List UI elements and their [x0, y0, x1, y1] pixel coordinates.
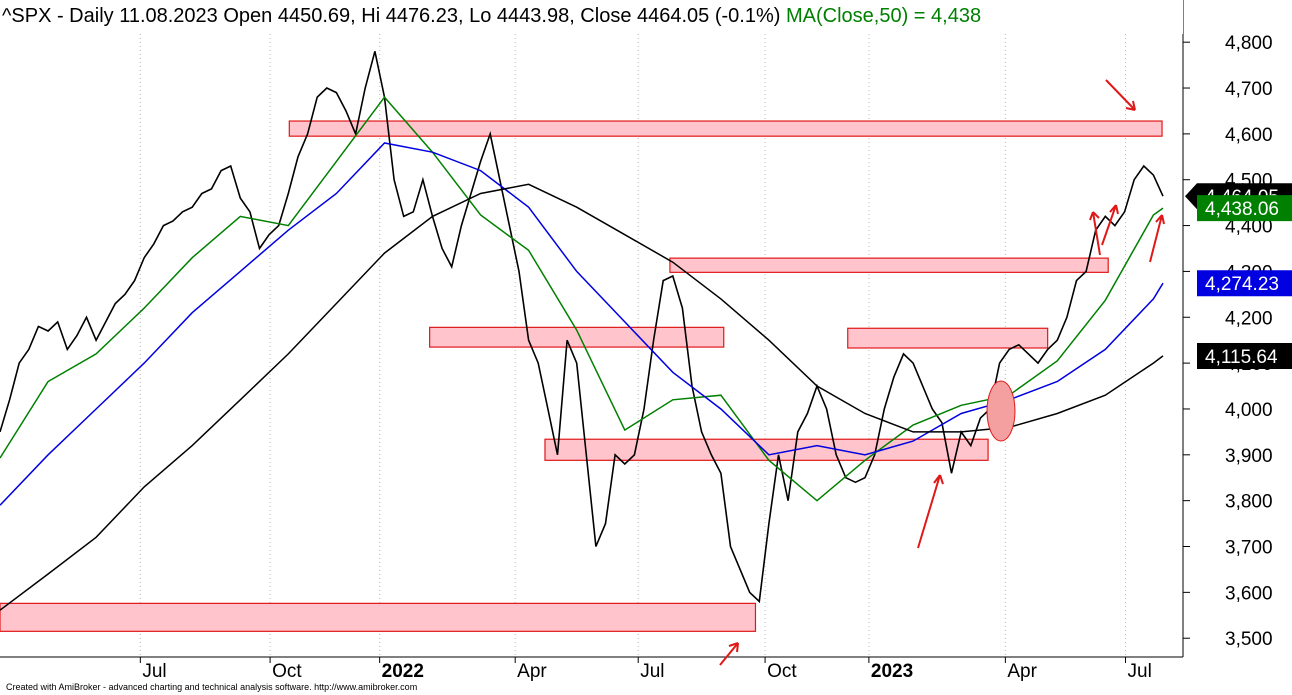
zone	[847, 327, 1049, 349]
value-tag-label: 4,115.64	[1205, 347, 1278, 368]
x-tick-label: Jul	[142, 661, 166, 682]
highlight-ellipse	[986, 380, 1016, 442]
arrow	[719, 642, 739, 666]
y-tick-label: 4,600	[1225, 125, 1273, 146]
y-tick-label: 3,500	[1225, 629, 1273, 650]
zone	[429, 326, 725, 348]
zone	[669, 257, 1109, 273]
y-tick-label: 4,400	[1225, 217, 1273, 238]
chart-title: ^SPX - Daily 11.08.2023 Open 4450.69, Hi…	[2, 5, 981, 27]
y-tick-label: 4,700	[1225, 79, 1273, 100]
y-tick-label: 3,600	[1225, 583, 1273, 604]
annotations	[719, 79, 1165, 666]
x-tick-label: Apr	[517, 661, 547, 682]
x-tick-label: 2022	[382, 661, 424, 682]
arrow	[1089, 211, 1101, 256]
arrow	[1149, 214, 1165, 263]
x-tick-label: Oct	[767, 661, 797, 682]
x-tick-label: Oct	[272, 661, 302, 682]
value-tag-label: 4,274.23	[1205, 274, 1279, 295]
x-tick-label: Jul	[1128, 661, 1152, 682]
footer: Created with AmiBroker - advanced charti…	[6, 682, 417, 692]
y-tick-label: 3,700	[1225, 538, 1273, 559]
price-line	[0, 51, 1164, 604]
y-tick-label: 4,800	[1225, 33, 1273, 54]
zone	[288, 120, 1163, 137]
y-tick-label: 3,900	[1225, 446, 1273, 467]
title-ma: MA(Close,50) = 4,438	[786, 5, 981, 27]
x-tick-label: Apr	[1007, 661, 1037, 682]
x-tick-label: 2023	[871, 661, 913, 682]
value-tag	[1197, 342, 1292, 369]
title-band	[0, 0, 1183, 34]
x-tick-label: Jul	[640, 661, 664, 682]
y-tick-label: 4,000	[1225, 400, 1273, 421]
value-tag-label: 4,438.06	[1205, 199, 1279, 220]
y-tick-label: 4,200	[1225, 308, 1273, 329]
value-tag	[1197, 270, 1292, 297]
arrow	[1101, 204, 1119, 246]
value-tag	[1197, 195, 1292, 222]
arrow	[917, 474, 944, 549]
arrow	[1105, 79, 1136, 111]
y-tick-label: 3,800	[1225, 492, 1273, 513]
zone	[0, 602, 757, 632]
title-main: ^SPX - Daily 11.08.2023 Open 4450.69, Hi…	[2, 5, 780, 27]
